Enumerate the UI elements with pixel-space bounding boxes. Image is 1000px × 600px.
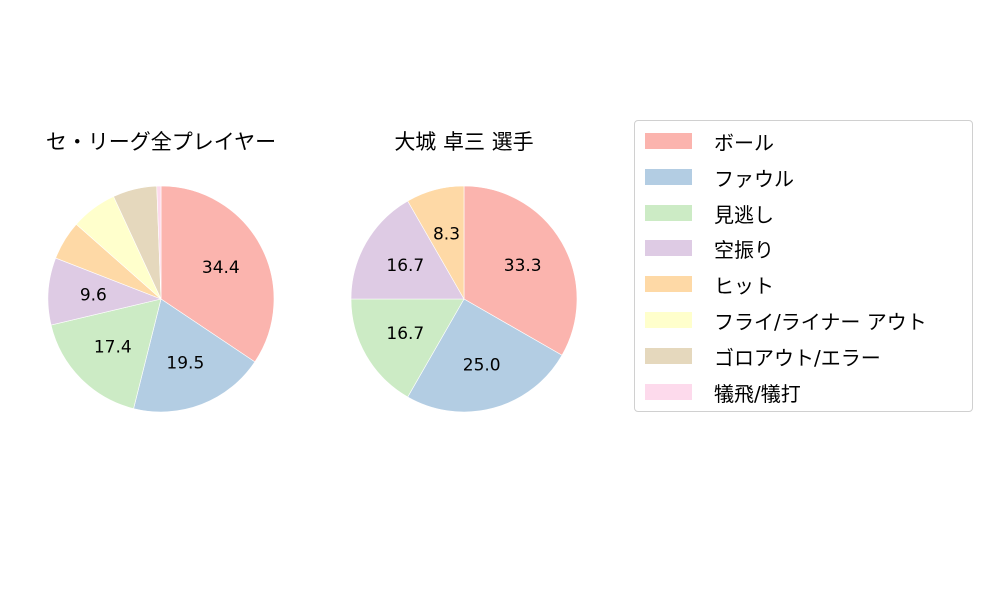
legend-item-fly-liner-out: フライ/ライナー アウト [645, 308, 927, 334]
legend-swatch [645, 133, 692, 149]
pie-slice [350, 298, 465, 398]
legend-swatch [645, 240, 692, 256]
slice-value-label: 19.5 [166, 353, 204, 373]
pie-slice [407, 185, 465, 301]
legend-swatch [645, 384, 692, 400]
chart-title-player: 大城 卓三 選手 [394, 130, 534, 154]
pie-player: 33.3 25.0 16.7 16.7 8.3 [350, 185, 578, 413]
legend-swatch [645, 312, 692, 328]
legend-item-ball: ボール [645, 129, 774, 155]
pie-slice [463, 185, 578, 356]
legend-item-groundout-error: ゴロアウト/エラー [645, 344, 881, 370]
legend-swatch [645, 276, 692, 292]
pie-slice [350, 200, 465, 300]
slice-value-label: 25.0 [463, 355, 501, 375]
legend-swatch [645, 205, 692, 221]
pie-slice [160, 185, 275, 363]
legend-item-foul: ファウル [645, 165, 794, 191]
pie-slice [133, 298, 256, 413]
pie-slice [407, 298, 563, 413]
legend: ボール ファウル 見逃し 空振り ヒット フライ/ライナー アウト ゴロアウト/… [634, 120, 973, 412]
pie-slice [156, 185, 162, 300]
legend-swatch [645, 348, 692, 364]
pie-slice [50, 298, 162, 409]
slice-value-label: 33.3 [504, 256, 542, 276]
legend-item-swinging-strike: 空振り [645, 236, 774, 262]
pie-league: 34.4 19.5 17.4 9.6 [47, 185, 275, 413]
legend-item-hit: ヒット [645, 272, 774, 298]
chart-title-league: セ・リーグ全プレイヤー [45, 130, 277, 154]
slice-value-label: 16.7 [386, 256, 424, 276]
slice-value-label: 17.4 [94, 338, 132, 358]
slice-value-label: 9.6 [80, 285, 107, 305]
legend-item-sacrifice: 犠飛/犠打 [645, 380, 801, 406]
slice-value-label: 34.4 [202, 258, 240, 278]
legend-swatch [645, 169, 692, 185]
slice-value-label: 16.7 [386, 324, 424, 344]
slice-value-label: 8.3 [433, 224, 460, 244]
legend-item-called-strike: 見逃し [645, 201, 774, 227]
